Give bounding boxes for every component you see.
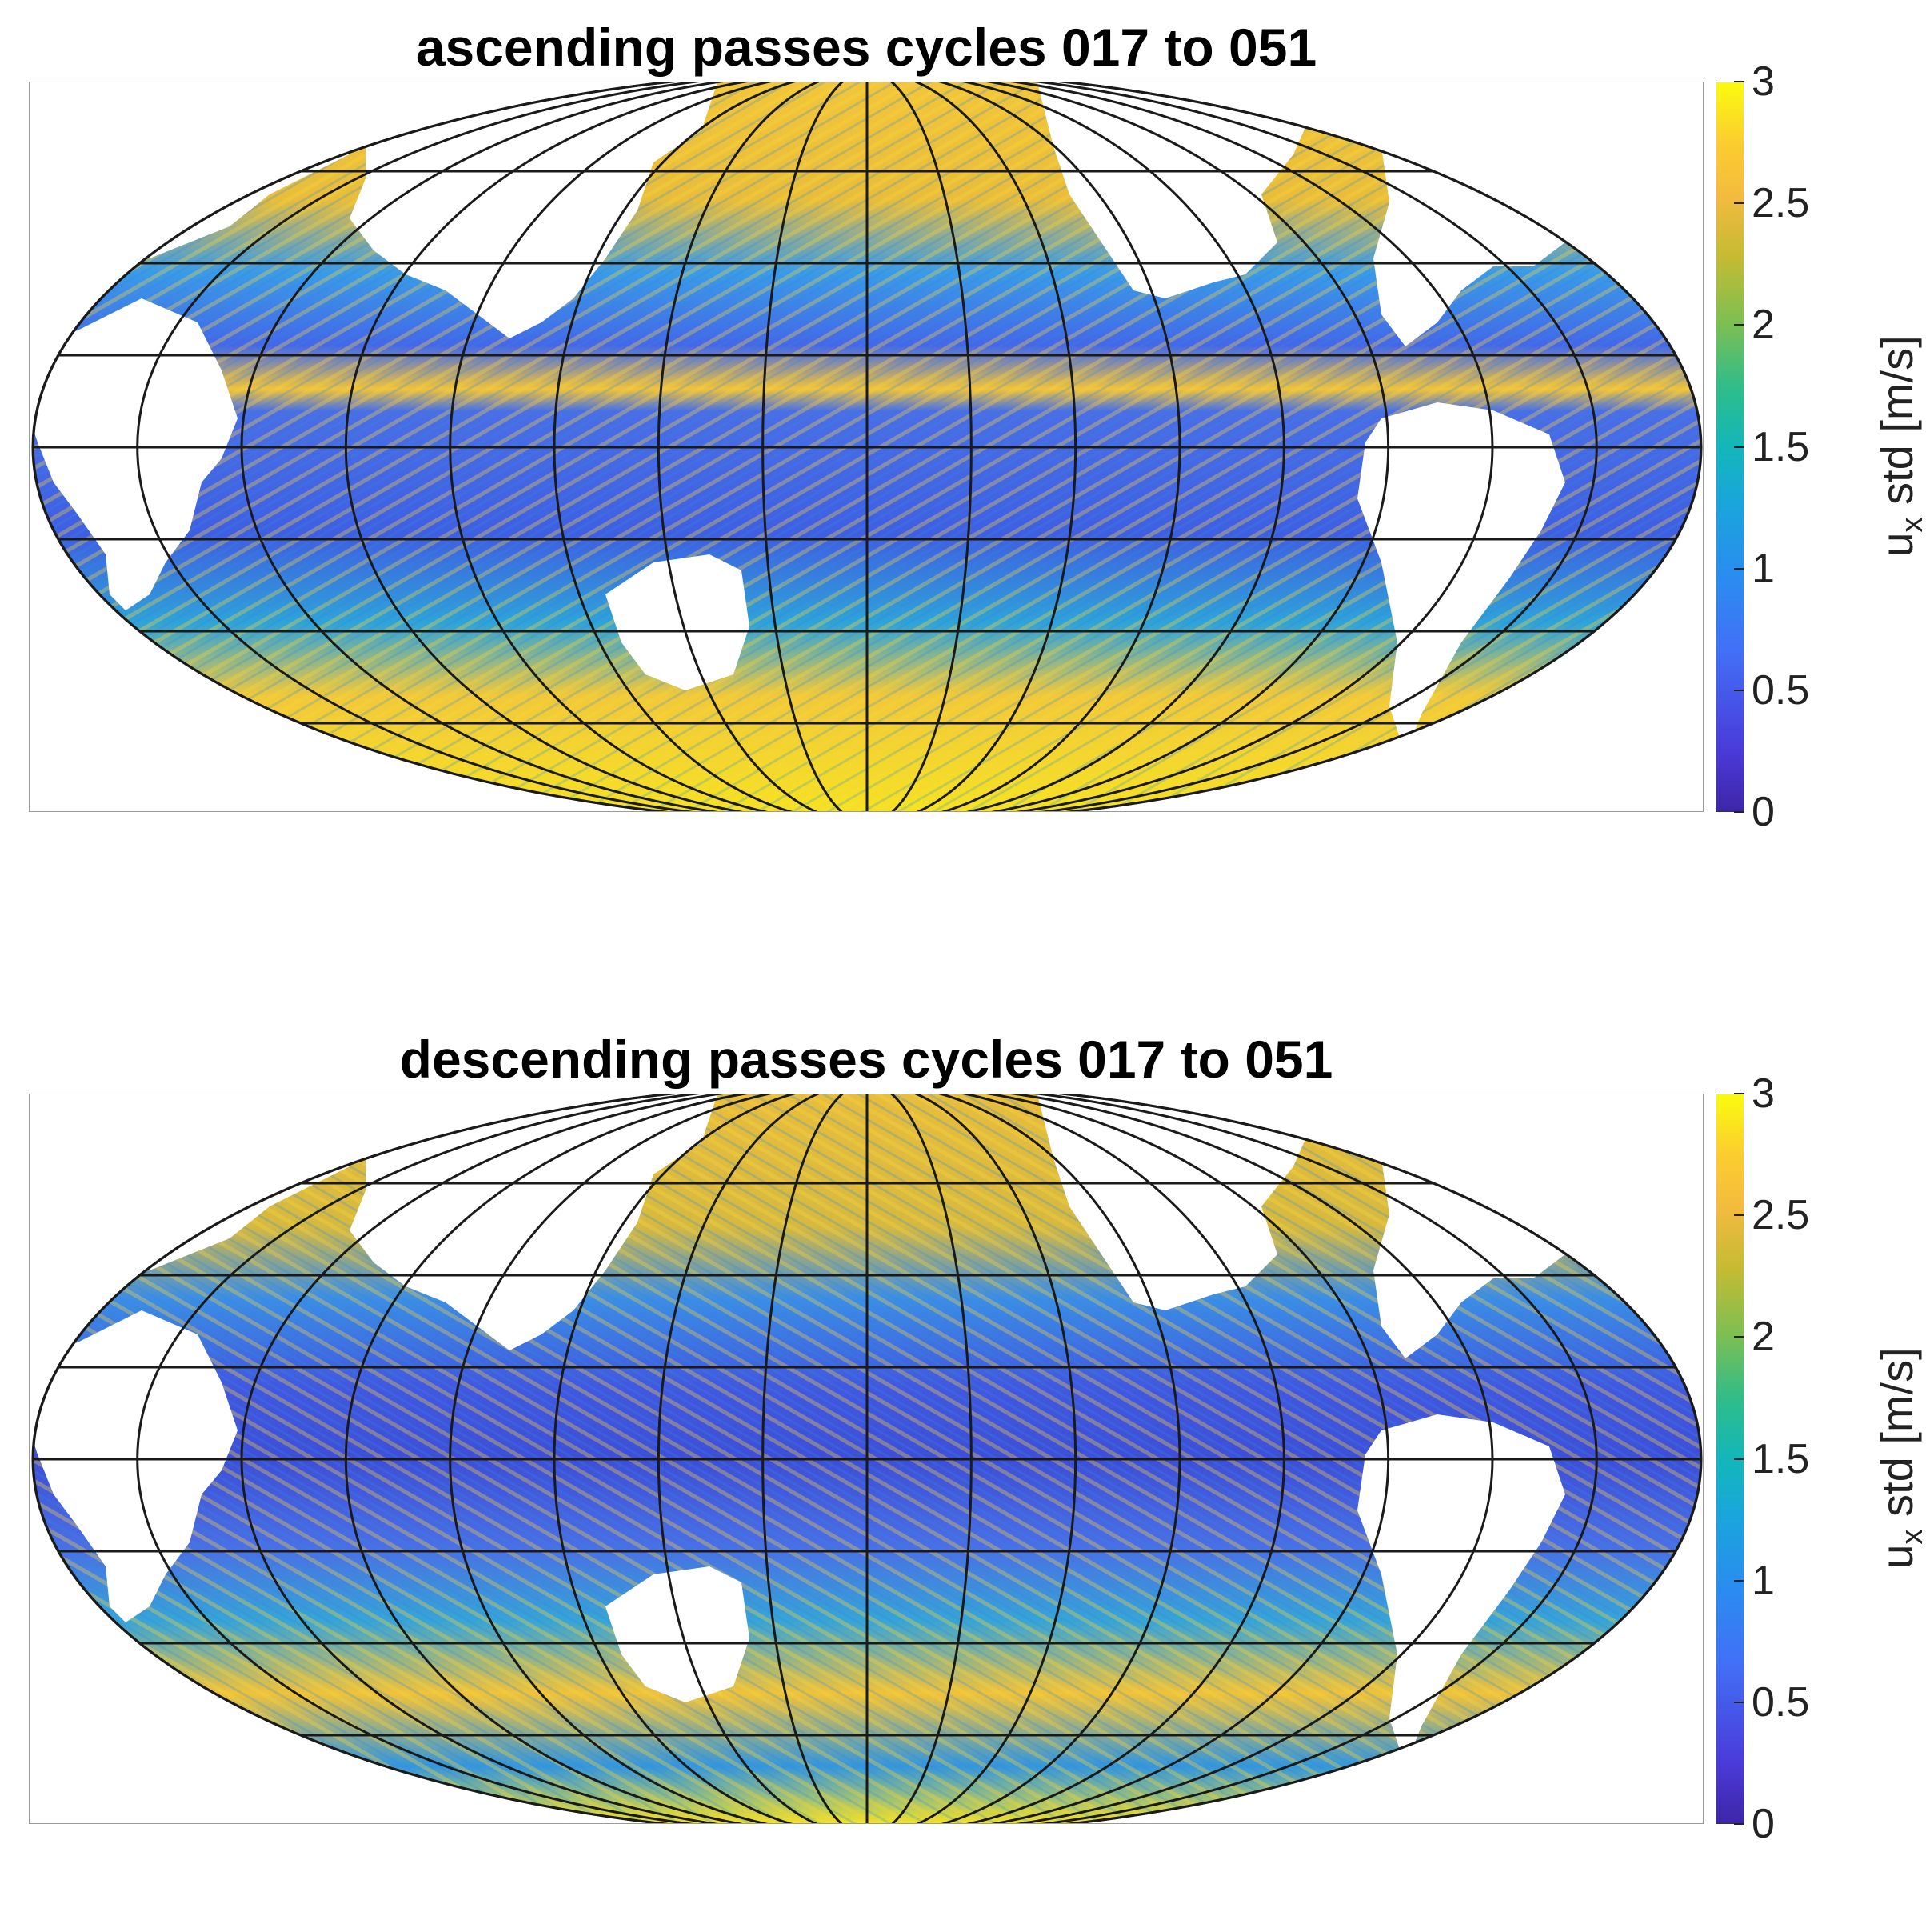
meridian-line [31,1094,677,1823]
colorbar-tick-label: 0.5 [1752,1678,1810,1726]
colorbar-tick-label: 0.5 [1752,666,1810,714]
meridian-line [890,1094,973,1823]
meridian-line [344,1094,748,1823]
colorbar-tick-label: 3 [1752,58,1775,105]
colorbar-tick-label: 2.5 [1752,1192,1810,1239]
meridian-line [135,1094,701,1823]
colorbar-tick-mark [1734,446,1744,448]
meridian-line [1009,1094,1494,1823]
colorbar-tick-mark [1734,1093,1744,1094]
meridian-line [240,82,725,811]
meridian-line [135,82,701,811]
colorbar-tick-label: 0 [1752,1801,1775,1847]
meridian-line [657,82,820,811]
colorbar-tick-mark [1734,1701,1744,1703]
panel-descending: descending passes cycles 017 to 051 [0,1012,1930,1932]
meridian-line [1033,1094,1599,1823]
panel-ascending: ascending passes cycles 017 to 051 [0,0,1930,920]
graticule [31,1094,1703,1823]
meridian-line [986,1094,1390,1823]
colorbar-tick-mark [1734,81,1744,82]
colorbar-tick-mark [1734,689,1744,691]
meridian-line [1009,82,1494,811]
colorbar-tick-label: 3 [1752,1070,1775,1117]
meridian-line [761,1094,844,1823]
colorbar-tick-label: 1 [1752,1557,1775,1604]
colorbar-tick-label: 2.5 [1752,180,1810,227]
meridian-line [961,1094,1285,1823]
colorbar-tick-mark [1734,324,1744,326]
meridian-line [31,82,677,811]
colorbar-tick-mark [1734,811,1744,813]
colorbar-tick-mark [1734,202,1744,205]
map-frame [29,82,1704,812]
world-map [31,1094,1703,1823]
meridian-line [240,1094,725,1823]
meridian-line [914,82,1077,811]
meridian-line [890,82,973,811]
panel-title: descending passes cycles 017 to 051 [399,1030,1333,1089]
colorbar-tick-mark [1734,567,1744,570]
colorbar-tick-label: 1.5 [1752,423,1810,470]
meridian-line [914,1094,1077,1823]
meridian-line [553,82,796,811]
colorbar-tick-mark [1734,1336,1744,1338]
meridian-line [761,82,844,811]
map-frame [29,1094,1704,1824]
meridian-line [657,1094,820,1823]
colorbar-tick-mark [1734,1458,1744,1460]
meridian-line [1033,82,1599,811]
meridian-line [344,82,748,811]
world-map [31,82,1703,811]
meridian-line [1057,82,1703,811]
meridian-line [961,82,1285,811]
colorbar-tick-label: 1.5 [1752,1435,1810,1482]
meridian-line [553,1094,796,1823]
colorbar-tick-mark [1734,1823,1744,1825]
colorbar-tick-label: 2 [1752,1314,1775,1361]
graticule [31,82,1703,811]
colorbar-tick-mark [1734,1214,1744,1217]
colorbar-tick-label: 1 [1752,545,1775,592]
meridian-line [938,1094,1181,1823]
colorbar-label: ux std [m/s] [1871,335,1930,558]
meridian-line [449,1094,773,1823]
meridian-line [1057,1094,1703,1823]
colorbar-tick-mark [1734,1579,1744,1582]
colorbar-label: ux std [m/s] [1871,1347,1930,1570]
panel-title: ascending passes cycles 017 to 051 [415,18,1317,77]
meridian-line [938,82,1181,811]
meridian-line [449,82,773,811]
colorbar-tick-label: 2 [1752,302,1775,349]
meridian-line [986,82,1390,811]
colorbar-tick-label: 0 [1752,789,1775,835]
